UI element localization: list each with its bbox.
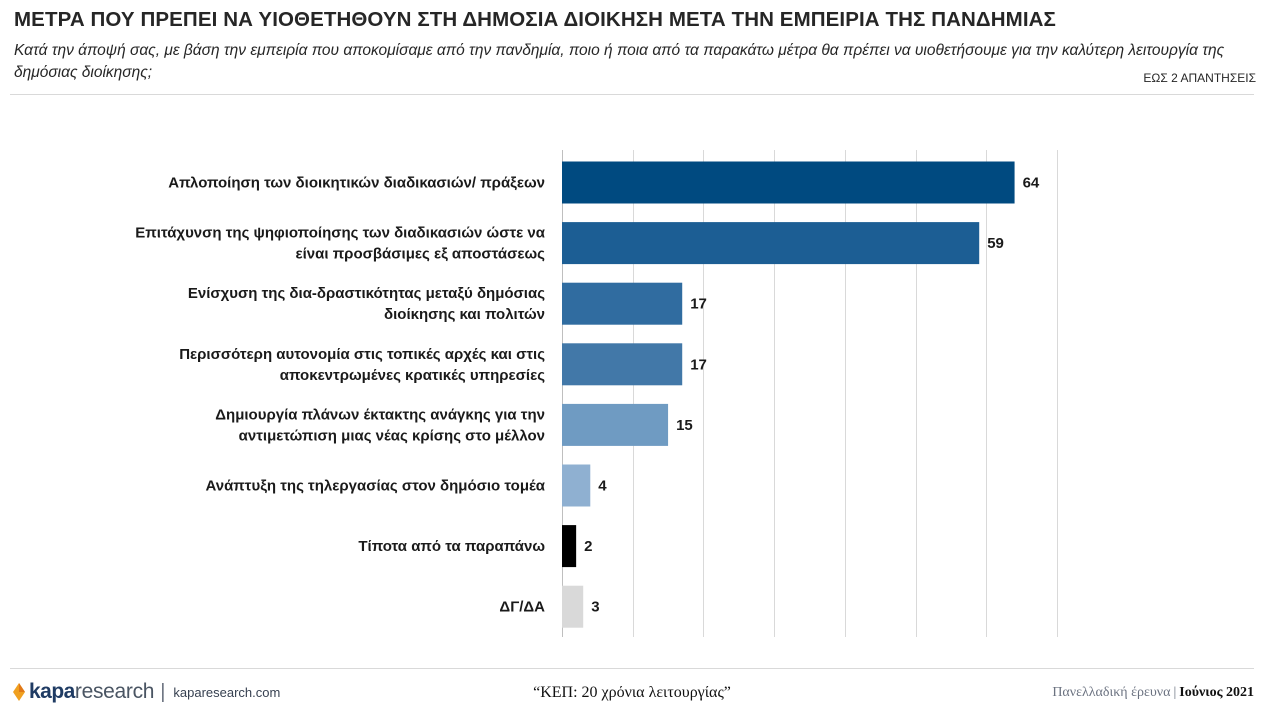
data-label: 15 — [676, 417, 693, 434]
category-label-line: Τίποτα από τα παραπάνω — [358, 538, 545, 555]
data-label: 2 — [584, 538, 592, 555]
footer-brand: kapa research | kaparesearch.com — [12, 680, 280, 704]
category-label-line: Ενίσχυση της δια-δραστικότητας μεταξύ δη… — [188, 285, 545, 302]
bar — [562, 343, 683, 386]
category-label-line: διοίκησης και πολιτών — [384, 306, 545, 323]
bar — [562, 282, 683, 325]
survey-date: Ιούνιος 2021 — [1179, 685, 1254, 700]
category-label-line: ΔΓ/ΔΑ — [499, 599, 545, 616]
category-label-line: Δημιουργία πλάνων έκτακτης ανάγκης για τ… — [215, 406, 545, 423]
bar — [562, 464, 591, 507]
category-label: Επιτάχυνση της ψηφιοποίησης των διαδικασ… — [135, 225, 545, 263]
logo-research: research — [74, 680, 155, 703]
category-label: Περισσότερη αυτονομία στις τοπικές αρχές… — [179, 346, 545, 384]
bar — [562, 585, 584, 628]
logo-kapa: kapa — [29, 680, 75, 703]
survey-separator: | — [1173, 685, 1177, 700]
data-label: 17 — [690, 296, 707, 313]
data-label: 59 — [987, 235, 1004, 252]
category-label: Τίποτα από τα παραπάνω — [358, 538, 545, 555]
category-label-line: Επιτάχυνση της ψηφιοποίησης των διαδικασ… — [135, 225, 545, 242]
website-link[interactable]: kaparesearch.com — [173, 684, 281, 700]
category-label-line: Ανάπτυξη της τηλεργασίας στον δημόσιο το… — [205, 478, 545, 495]
header-divider — [10, 94, 1254, 95]
category-label: Απλοποίηση των διοικητικών διαδικασιών/ … — [168, 175, 545, 192]
bar — [562, 403, 669, 446]
page-title: ΜΕΤΡΑ ΠΟΥ ΠΡΕΠΕΙ ΝΑ ΥΙΟΘΕΤΗΘΟΥΝ ΣΤΗ ΔΗΜΟ… — [14, 8, 1056, 31]
category-label-line: Απλοποίηση των διοικητικών διαδικασιών/ … — [168, 175, 545, 192]
chart-labels: 64 Απλοποίηση των διοικητικών διαδικασιών… — [135, 175, 1040, 616]
category-label: Ενίσχυση της δια-δραστικότητας μεταξύ δη… — [188, 285, 545, 323]
category-label-line: Περισσότερη αυτονομία στις τοπικές αρχές… — [179, 346, 545, 363]
logo-separator: | — [160, 680, 166, 703]
data-label: 17 — [690, 356, 707, 373]
category-label: Ανάπτυξη της τηλεργασίας στον δημόσιο το… — [205, 478, 545, 495]
kapa-logo-icon — [13, 683, 25, 701]
category-label-line: είναι προσβάσιμες εξ αποστάσεως — [296, 246, 546, 263]
report-title: “ΚΕΠ: 20 χρόνια λειτουργίας” — [533, 684, 731, 701]
question-subtitle: Κατά την άποψή σας, με βάση την εμπειρία… — [14, 42, 1225, 81]
chart-bars — [562, 161, 1015, 628]
category-label: ΔΓ/ΔΑ — [499, 599, 545, 616]
data-label: 4 — [598, 478, 607, 495]
footer-divider — [10, 668, 1254, 669]
category-label: Δημιουργία πλάνων έκτακτης ανάγκης για τ… — [215, 406, 545, 444]
bar — [562, 525, 577, 568]
data-label: 3 — [591, 599, 599, 616]
category-label-line: αποκεντρωμένες κρατικές υπηρεσίες — [280, 367, 545, 384]
category-label-line: αντιμετώπιση μιας νέας κρίσης στο μέλλον — [239, 427, 545, 444]
bar-chart: 64 Απλοποίηση των διοικητικών διαδικασιών… — [135, 150, 1058, 637]
survey-info: Πανελλαδική έρευνα | Ιούνιος 2021 — [1052, 685, 1254, 701]
data-label: 64 — [1023, 175, 1040, 192]
survey-type: Πανελλαδική έρευνα — [1052, 685, 1171, 700]
bar — [562, 222, 980, 265]
bar — [562, 161, 1015, 204]
answers-note: ΕΩΣ 2 ΑΠΑΝΤΗΣΕΙΣ — [1143, 71, 1256, 85]
